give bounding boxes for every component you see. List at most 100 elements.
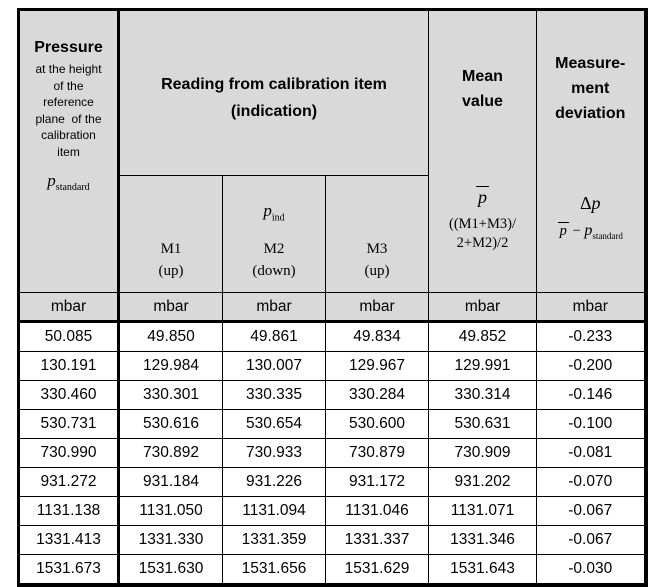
pressure-description-line: plane of the	[35, 111, 102, 126]
value-cell: -0.233	[536, 321, 646, 352]
subheader-m3-cell: M3 (up)	[325, 175, 429, 293]
subheader-m1-cell: M1 (up)	[118, 175, 223, 293]
value-cell: 50.085	[18, 321, 120, 352]
unit-cell: mbar	[18, 292, 120, 323]
value-cell: -0.070	[536, 467, 646, 497]
table-row: 931.272 931.184 931.226 931.172 931.202 -0.07…	[18, 467, 646, 497]
value-cell: 1331.330	[118, 525, 223, 555]
pressure-description: at the height of the reference plane of …	[35, 61, 101, 160]
value-cell: 1131.071	[428, 496, 537, 526]
value-cell: 49.850	[118, 321, 223, 352]
deviation-symbols: Δp p − pstandard	[538, 166, 644, 272]
value-cell: 49.852	[428, 321, 537, 352]
m2-labels: M2 (down)	[224, 238, 325, 282]
mean-formula-line: ((M1+M3)/	[449, 215, 516, 232]
m1-label: M1	[160, 241, 182, 257]
value-cell: 130.191	[18, 351, 120, 381]
m3-labels: M3 (up)	[327, 238, 428, 282]
value-cell: 931.172	[325, 467, 429, 497]
value-cell: 49.834	[325, 321, 429, 352]
m3-direction: (up)	[364, 263, 390, 279]
reading-group-header-cell: Reading from calibration item (indicatio…	[118, 9, 429, 176]
mean-symbol-pbar: p	[476, 185, 489, 207]
value-cell: 931.226	[222, 467, 326, 497]
value-cell: -0.030	[536, 554, 646, 586]
pressure-title: Pressure	[34, 39, 103, 56]
value-cell: 931.272	[18, 467, 120, 497]
deviation-title-line: deviation	[555, 105, 626, 122]
value-cell: 1331.413	[18, 525, 120, 555]
pressure-header-content: Pressure at the height of the reference …	[20, 11, 116, 194]
value-cell: 1531.656	[222, 554, 326, 586]
mean-formula-line: 2+M2)/2	[456, 234, 509, 251]
value-cell: 1531.630	[118, 554, 223, 586]
value-cell: 129.984	[118, 351, 223, 381]
value-cell: 730.990	[18, 438, 120, 468]
table-row: 1531.673 1531.630 1531.656 1531.629 1531.643…	[18, 554, 646, 586]
value-cell: -0.067	[536, 525, 646, 555]
m2-label: M2	[263, 241, 285, 257]
table-row: 1131.138 1131.050 1131.094 1131.046 1131.071…	[18, 496, 646, 526]
reading-group-title-line2: (indication)	[230, 103, 318, 120]
value-cell: 1531.643	[428, 554, 537, 586]
value-cell: 730.933	[222, 438, 326, 468]
unit-cell: mbar	[222, 292, 326, 323]
deviation-header-content: Measure- ment deviation Δp p − pstandard	[538, 11, 644, 272]
mean-title-line: Mean	[462, 67, 503, 85]
delta-p-symbol: Δp	[579, 192, 601, 213]
value-cell: 730.892	[118, 438, 223, 468]
mean-value-title: Mean value	[430, 11, 536, 166]
value-cell: 530.600	[325, 409, 429, 439]
pressure-description-line: reference	[43, 95, 94, 109]
pressure-description-line: at the height	[35, 62, 102, 76]
value-cell: -0.067	[536, 496, 646, 526]
pressure-standard-symbol: pstandard	[47, 171, 90, 194]
value-cell: 1531.629	[325, 554, 429, 586]
reading-group-title-line1: Reading from calibration item	[161, 76, 387, 93]
deviation-title-line: Measure-	[555, 55, 626, 72]
table-row: 50.085 49.850 49.861 49.834 49.852 -0.233	[18, 321, 646, 352]
table-row: 530.731 530.616 530.654 530.600 530.631 -0.10…	[18, 409, 646, 439]
mean-value-header-cell: Mean value p ((M1+M3)/ 2+M2)/2	[428, 9, 537, 293]
table-row: 1331.413 1331.330 1331.359 1331.337 1331.346…	[18, 525, 646, 555]
value-cell: 330.284	[325, 380, 429, 410]
m2-direction: (down)	[252, 263, 296, 279]
mean-value-symbols: p ((M1+M3)/ 2+M2)/2	[430, 166, 536, 272]
value-cell: 730.879	[325, 438, 429, 468]
value-cell: -0.200	[536, 351, 646, 381]
value-cell: 530.631	[428, 409, 537, 439]
m1-labels: M1 (up)	[120, 238, 222, 282]
table-row: 730.990 730.892 730.933 730.879 730.909 -0.08…	[18, 438, 646, 468]
value-cell: 330.335	[222, 380, 326, 410]
value-cell: 1131.138	[18, 496, 120, 526]
pressure-description-line: item	[57, 144, 80, 159]
value-cell: 1331.346	[428, 525, 537, 555]
unit-cell: mbar	[118, 292, 223, 323]
value-cell: -0.146	[536, 380, 646, 410]
value-cell: 130.007	[222, 351, 326, 381]
pressure-description-line: of the	[53, 78, 84, 93]
calibration-table: Pressure at the height of the reference …	[17, 8, 648, 587]
mean-value-header-content: Mean value p ((M1+M3)/ 2+M2)/2	[430, 11, 536, 272]
header-row-1: Pressure at the height of the reference …	[18, 9, 646, 293]
value-cell: 129.991	[428, 351, 537, 381]
mean-title-line: value	[462, 92, 503, 110]
value-cell: 730.909	[428, 438, 537, 468]
value-cell: 1331.337	[325, 525, 429, 555]
value-cell: 49.861	[222, 321, 326, 352]
header-row-2: M1 (up) pind M2 (down) M3 (up)	[19, 175, 646, 293]
p-ind-symbol: pind	[263, 200, 285, 223]
unit-cell: mbar	[536, 292, 646, 323]
page: Pressure at the height of the reference …	[17, 8, 648, 587]
value-cell: 530.731	[18, 409, 120, 439]
data-rows: 50.085 49.850 49.861 49.834 49.852 -0.233 130.…	[18, 321, 646, 586]
subheader-m2-cell: pind M2 (down)	[222, 175, 326, 293]
value-cell: 931.202	[428, 467, 537, 497]
value-cell: 1131.050	[118, 496, 223, 526]
deviation-title: Measure- ment deviation	[538, 11, 644, 166]
value-cell: 330.460	[18, 380, 120, 410]
table-row: 330.460 330.301 330.335 330.284 330.314 -0.14…	[18, 380, 646, 410]
value-cell: 1331.359	[222, 525, 326, 555]
value-cell: -0.081	[536, 438, 646, 468]
value-cell: 330.301	[118, 380, 223, 410]
